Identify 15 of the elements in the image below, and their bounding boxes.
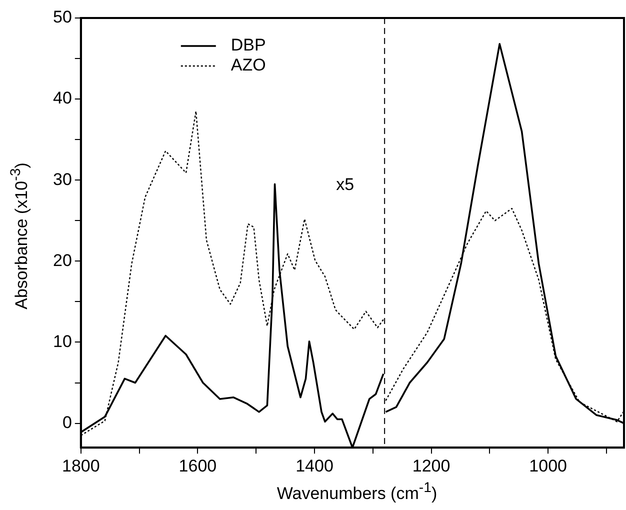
y-tick-label: 30 <box>52 170 72 189</box>
x-tick-label: 1400 <box>296 456 334 476</box>
legend-label: DBP <box>230 36 266 55</box>
x-tick-label: 1000 <box>529 456 567 476</box>
x-tick-label: 1800 <box>62 456 100 476</box>
legend-label: AZO <box>230 56 266 75</box>
x-axis-title: Wavenumbers (cm$^{-1}$) <box>276 480 438 504</box>
y-tick-label: 50 <box>52 8 72 27</box>
x-tick-label: 1600 <box>178 456 217 476</box>
y-tick-label: 20 <box>52 250 72 270</box>
y-tick-label: 40 <box>52 88 72 108</box>
y-tick-label: 10 <box>52 332 72 351</box>
x-tick-label: 1200 <box>412 456 450 476</box>
annotation: x5 <box>336 174 354 194</box>
y-tick-label: 0 <box>62 412 72 432</box>
